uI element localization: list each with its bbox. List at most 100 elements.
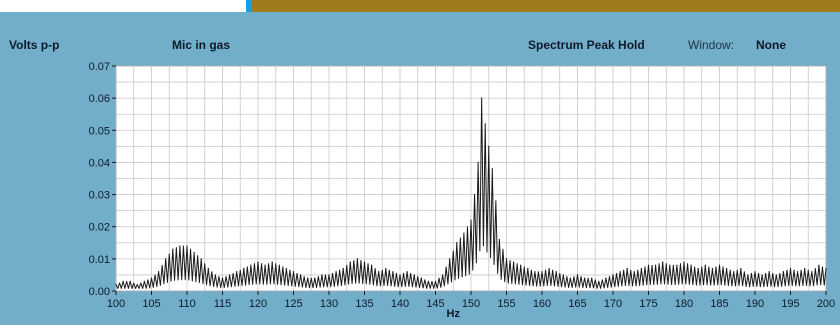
- data-point: [328, 274, 330, 276]
- data-point: [569, 277, 572, 279]
- y-tick-label: 0.02: [89, 222, 110, 234]
- data-point: [179, 245, 181, 247]
- data-point: [285, 267, 287, 270]
- x-tick-label: 140: [391, 298, 409, 310]
- data-point: [555, 271, 557, 273]
- data-point: [591, 277, 593, 279]
- y-tick-label: 0.06: [89, 93, 110, 105]
- x-tick-label: 125: [284, 298, 302, 310]
- data-point: [349, 261, 351, 263]
- y-tick-label: 0.07: [89, 61, 110, 73]
- data-point: [172, 248, 174, 250]
- data-point: [488, 145, 490, 147]
- x-axis-title: Hz: [447, 308, 461, 320]
- data-point: [470, 219, 472, 221]
- data-point: [541, 271, 543, 273]
- data-point: [626, 267, 628, 270]
- window-value: None: [756, 38, 786, 52]
- data-point: [243, 267, 245, 270]
- data-point: [797, 271, 799, 273]
- data-point: [576, 274, 579, 276]
- data-point: [612, 274, 614, 276]
- x-tick-label: 185: [710, 298, 728, 310]
- data-point: [683, 261, 685, 263]
- data-point: [136, 283, 138, 286]
- data-point: [271, 261, 273, 263]
- x-tick-label: 180: [675, 298, 693, 310]
- data-point: [733, 271, 735, 273]
- x-tick-label: 200: [817, 298, 835, 310]
- data-point: [406, 271, 408, 273]
- data-point: [456, 242, 458, 244]
- data-point: [775, 274, 777, 276]
- data-point: [505, 258, 508, 260]
- data-point: [520, 264, 522, 266]
- y-tick-label: 0.03: [89, 190, 110, 202]
- data-point: [495, 200, 497, 202]
- data-point: [129, 280, 131, 282]
- x-tick-label: 175: [639, 298, 657, 310]
- data-point: [314, 277, 316, 279]
- mode-label: Spectrum Peak Hold: [528, 38, 645, 52]
- x-tick-label: 110: [178, 298, 196, 310]
- x-tick-label: 155: [497, 298, 515, 310]
- data-point: [392, 271, 394, 273]
- top-accent-edge: [246, 0, 252, 12]
- data-point: [385, 267, 387, 270]
- x-tick-label: 190: [746, 298, 764, 310]
- top-accent-bar: [246, 0, 840, 12]
- data-point: [122, 280, 124, 282]
- data-point: [300, 274, 302, 276]
- data-point: [548, 267, 550, 270]
- data-point: [640, 267, 643, 270]
- data-point: [473, 193, 476, 196]
- data-point: [768, 271, 770, 273]
- x-tick-label: 170: [604, 298, 622, 310]
- data-point: [143, 280, 145, 282]
- x-tick-label: 105: [142, 298, 160, 310]
- data-point: [363, 261, 366, 263]
- data-point: [207, 267, 209, 270]
- data-point: [434, 280, 437, 282]
- data-point: [477, 161, 479, 164]
- x-tick-label: 135: [355, 298, 373, 310]
- data-point: [399, 274, 401, 276]
- data-point: [782, 271, 785, 273]
- x-tick-label: 130: [320, 298, 338, 310]
- data-point: [342, 267, 344, 270]
- data-point: [647, 264, 650, 266]
- data-point: [761, 274, 763, 276]
- data-point: [484, 123, 486, 125]
- data-point: [278, 264, 280, 266]
- data-point: [789, 267, 792, 270]
- data-point: [633, 271, 635, 273]
- data-point: [420, 277, 422, 279]
- data-point: [669, 264, 671, 266]
- y-tick-label: 0.05: [89, 125, 110, 137]
- data-point: [811, 271, 813, 273]
- data-point: [605, 277, 607, 279]
- data-point: [584, 277, 586, 279]
- data-point: [818, 264, 820, 266]
- data-point: [711, 267, 714, 270]
- data-point: [335, 271, 337, 273]
- data-point: [292, 271, 295, 273]
- data-point: [690, 264, 692, 266]
- data-point: [378, 271, 380, 273]
- data-point: [321, 274, 323, 276]
- data-point: [804, 267, 806, 270]
- data-point: [718, 264, 721, 266]
- data-point: [463, 232, 465, 234]
- y-tick-label: 0.04: [89, 157, 110, 169]
- y-tick-label: 0.01: [89, 254, 110, 266]
- data-point: [562, 274, 564, 276]
- data-point: [498, 238, 500, 241]
- data-point: [236, 271, 238, 273]
- data-point: [481, 97, 483, 99]
- data-point: [356, 258, 358, 260]
- data-point: [527, 267, 529, 270]
- data-point: [619, 271, 621, 273]
- data-point: [598, 280, 600, 282]
- data-point: [214, 274, 216, 276]
